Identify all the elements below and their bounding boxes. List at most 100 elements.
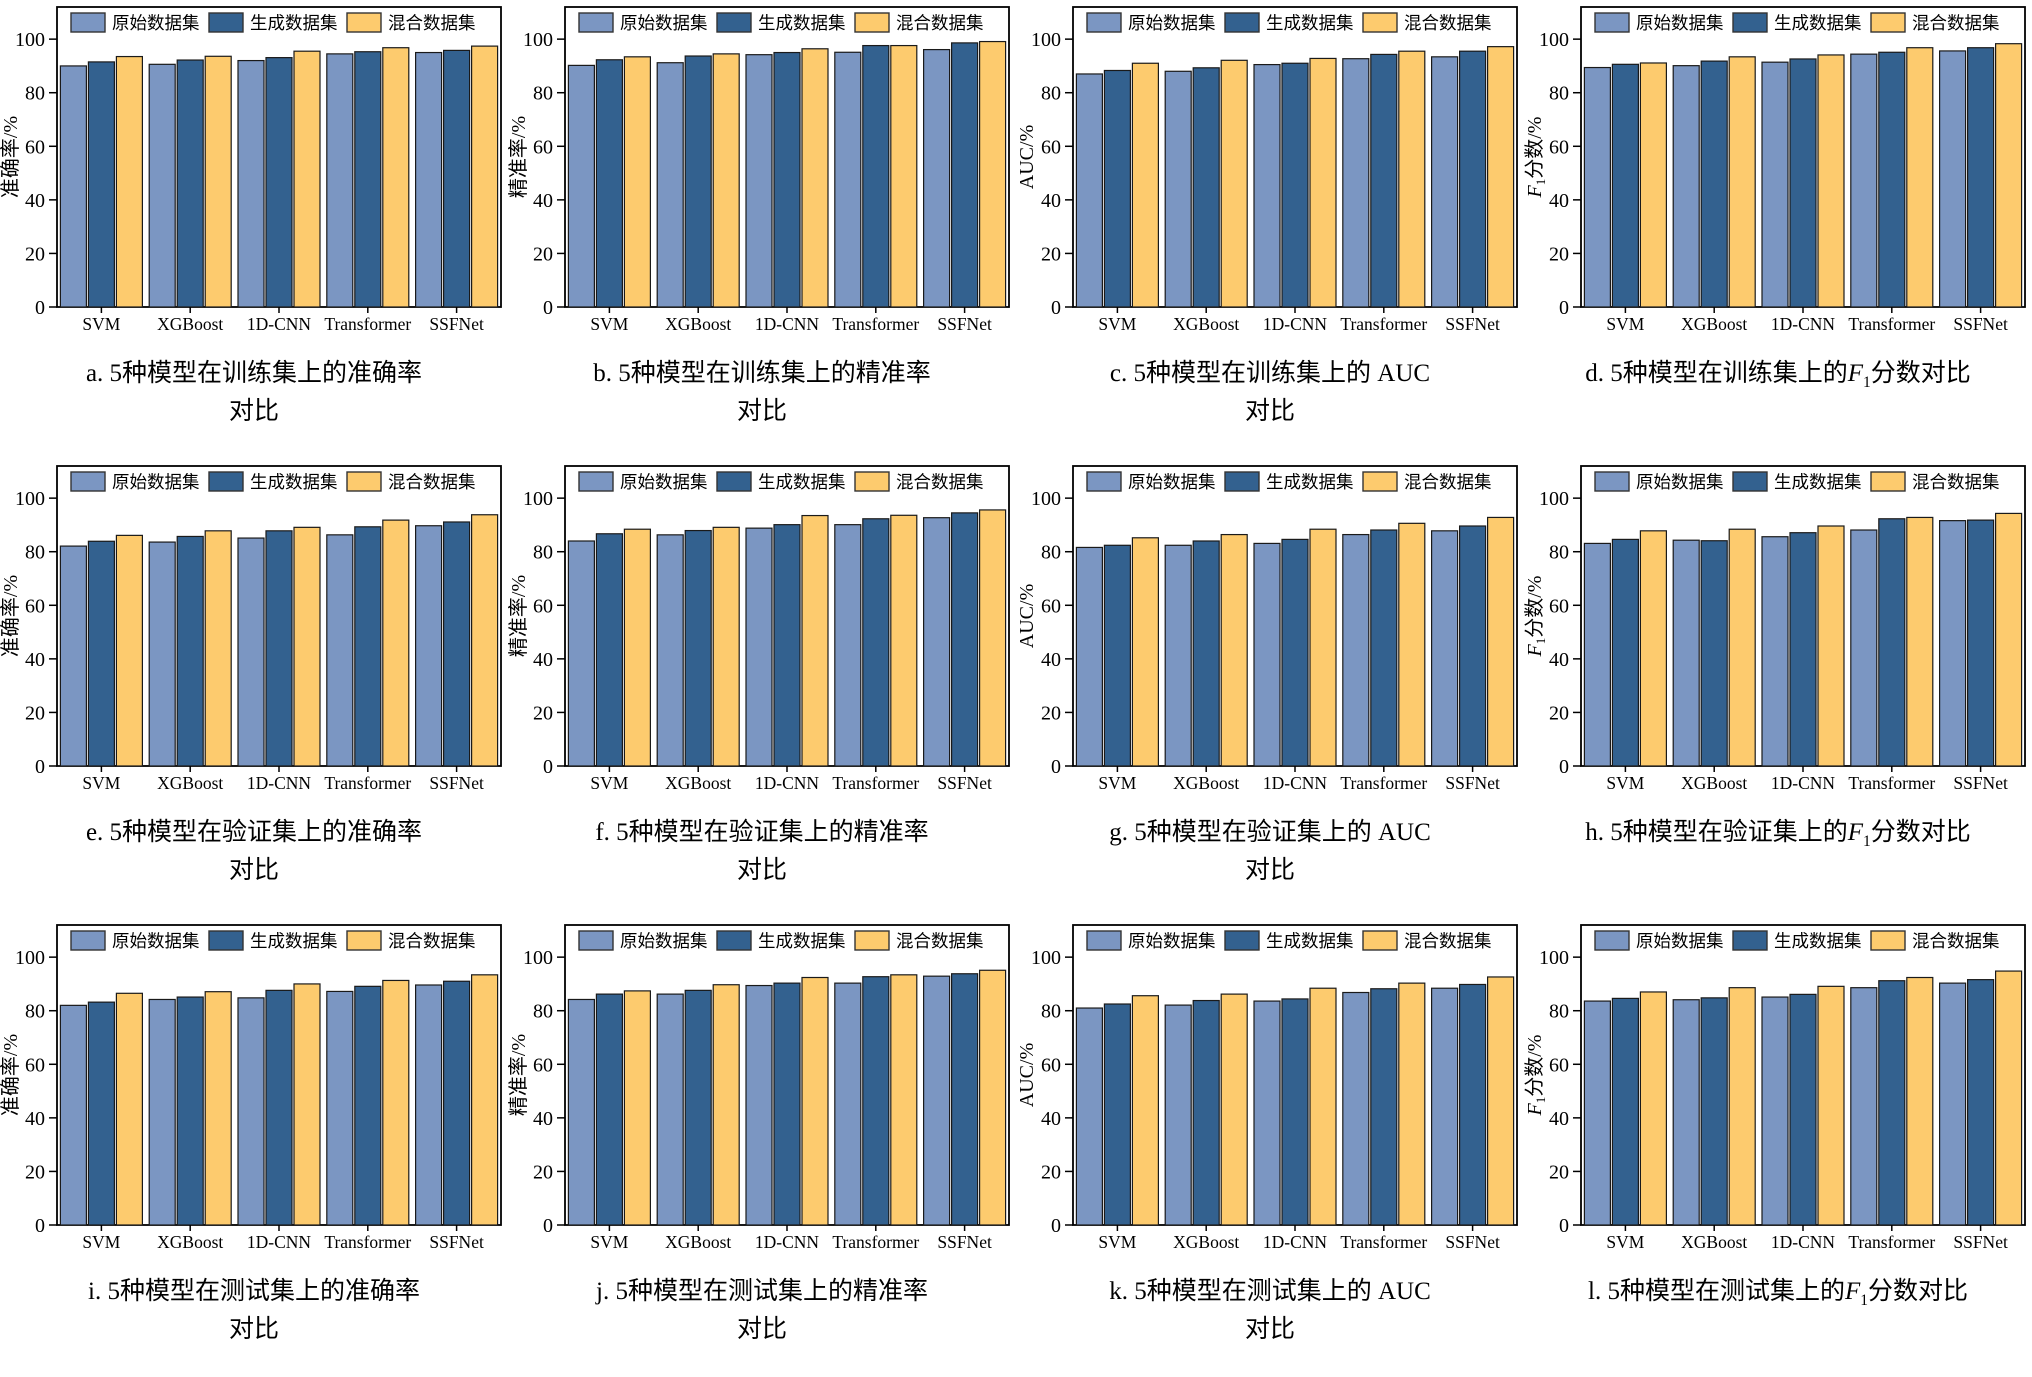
x-tick-label-SSFNet: SSFNet: [429, 314, 484, 334]
legend-swatch-混合数据集: [346, 471, 382, 492]
bar-XGBoost-生成数据集: [1192, 67, 1220, 308]
bar-1D-CNN-混合数据集: [1309, 987, 1337, 1226]
x-tick-label-SVM: SVM: [1606, 314, 1644, 334]
bar-chart-i: 0 20 40 60 80 100 准确率/% SVM XGBoost 1D-CNN Transfo…: [0, 924, 502, 1252]
y-tick-label: 20: [533, 702, 553, 724]
bar-Transformer-混合数据集: [890, 44, 918, 308]
caption-line1: e. 5种模型在验证集上的准确率: [85, 819, 423, 846]
y-tick-label: 60: [25, 1054, 45, 1076]
bar-Transformer-混合数据集: [890, 514, 918, 767]
legend-label: 混合数据集: [1404, 13, 1492, 33]
y-tick-label: 80: [1549, 1001, 1569, 1023]
chart-cell-d: 0 20 40 60 80 100 F1分数/% SVM XGBoost 1D-CNN Transf…: [1524, 0, 2032, 459]
bar-Transformer-混合数据集: [1906, 516, 1934, 767]
bar-Transformer-生成数据集: [1878, 518, 1906, 767]
x-tick-label-SVM: SVM: [1098, 314, 1136, 334]
y-tick-label: 0: [543, 1215, 553, 1237]
y-tick-label: 80: [1041, 542, 1061, 564]
bar-chart-j: 0 20 40 60 80 100 精准率/% SVM XGBoost 1D-CNN Transfo…: [508, 924, 1010, 1252]
bar-chart-k: 0 20 40 60 80 100 AUC/% SVM XGBoost 1D-CNN Transfo…: [1016, 924, 1518, 1252]
bar-XGBoost-混合数据集: [204, 55, 232, 308]
bar-XGBoost-生成数据集: [684, 55, 712, 308]
bar-XGBoost-生成数据集: [684, 989, 712, 1226]
chart-cell-i: 0 20 40 60 80 100 准确率/% SVM XGBoost 1D-CNN Transfo…: [0, 918, 508, 1377]
legend-swatch-原始数据集: [1594, 12, 1630, 33]
legend-swatch-生成数据集: [208, 471, 244, 492]
bar-XGBoost-原始数据集: [656, 993, 684, 1226]
bar-SVM-混合数据集: [115, 55, 144, 308]
legend-swatch-生成数据集: [208, 930, 244, 951]
bar-SVM-混合数据集: [1639, 62, 1668, 308]
bar-SVM-原始数据集: [59, 65, 88, 308]
x-tick-label-1D-CNN: 1D-CNN: [1771, 314, 1836, 334]
y-tick-label: 0: [1559, 756, 1569, 778]
bar-XGBoost-生成数据集: [684, 529, 712, 767]
bar-XGBoost-混合数据集: [204, 991, 232, 1226]
bar-Transformer-生成数据集: [1370, 53, 1398, 308]
x-tick-label-1D-CNN: 1D-CNN: [247, 314, 312, 334]
bar-1D-CNN-生成数据集: [1789, 532, 1817, 767]
bar-Transformer-混合数据集: [382, 519, 410, 767]
y-tick-label: 60: [533, 1054, 553, 1076]
chart-cell-f: 0 20 40 60 80 100 精准率/% SVM XGBoost 1D-CNN Transfo…: [508, 459, 1016, 918]
chart-cell-k: 0 20 40 60 80 100 AUC/% SVM XGBoost 1D-CNN Transfo…: [1016, 918, 1524, 1377]
y-tick-label: 100: [15, 947, 45, 969]
caption-line1: f. 5种模型在验证集上的精准率: [595, 819, 929, 846]
caption-line2: 对比: [1244, 1315, 1295, 1343]
caption-i: i. 5种模型在测试集上的准确率 对比: [0, 1263, 508, 1348]
legend-swatch-混合数据集: [1870, 471, 1906, 492]
y-tick-label: 40: [25, 1108, 45, 1130]
legend-swatch-生成数据集: [1732, 930, 1768, 951]
bar-Transformer-生成数据集: [1878, 51, 1906, 308]
caption-j: j. 5种模型在测试集上的精准率 对比: [508, 1263, 1016, 1348]
bar-Transformer-生成数据集: [354, 526, 382, 767]
bar-SSFNet-原始数据集: [1431, 56, 1459, 308]
y-tick-label: 80: [25, 1001, 45, 1023]
y-tick-label: 20: [1041, 243, 1061, 265]
bar-SSFNet-生成数据集: [951, 973, 979, 1226]
x-tick-label-Transformer: Transformer: [832, 1232, 919, 1252]
y-tick-label: 0: [35, 1215, 45, 1237]
bar-SVM-生成数据集: [1103, 69, 1132, 308]
bar-1D-CNN-混合数据集: [801, 514, 829, 767]
bar-SSFNet-生成数据集: [951, 512, 979, 767]
bar-SSFNet-生成数据集: [1967, 979, 1995, 1226]
legend-label: 混合数据集: [896, 13, 984, 33]
bar-SVM-原始数据集: [1075, 546, 1104, 767]
x-tick-label-XGBoost: XGBoost: [1173, 314, 1239, 334]
caption-line1: c. 5种模型在训练集上的 AUC: [1109, 360, 1431, 387]
bar-1D-CNN-生成数据集: [265, 989, 293, 1226]
bar-SVM-生成数据集: [1611, 538, 1640, 767]
legend-label: 混合数据集: [1404, 472, 1492, 492]
y-tick-label: 20: [533, 1161, 553, 1183]
bar-Transformer-生成数据集: [354, 985, 382, 1226]
legend-swatch-原始数据集: [70, 471, 106, 492]
y-tick-label: 80: [533, 1001, 553, 1023]
bar-Transformer-生成数据集: [1878, 980, 1906, 1226]
chart-cell-b: 0 20 40 60 80 100 精准率/% SVM XGBoost 1D-CNN Transfo…: [508, 0, 1016, 459]
x-tick-label-SVM: SVM: [590, 773, 628, 793]
y-tick-label: 80: [1041, 83, 1061, 105]
bar-XGBoost-混合数据集: [1728, 987, 1756, 1226]
legend-swatch-混合数据集: [346, 930, 382, 951]
bar-SVM-原始数据集: [59, 1004, 88, 1226]
bar-SSFNet-混合数据集: [979, 509, 1007, 767]
bar-1D-CNN-混合数据集: [801, 976, 829, 1226]
bar-SSFNet-原始数据集: [923, 48, 951, 308]
bar-chart-b: 0 20 40 60 80 100 精准率/% SVM XGBoost 1D-CNN Transfo…: [508, 6, 1010, 334]
bar-1D-CNN-混合数据集: [801, 48, 829, 308]
y-tick-label: 80: [533, 83, 553, 105]
caption-line2: 对比: [228, 397, 279, 425]
legend-label: 生成数据集: [1774, 13, 1862, 33]
x-tick-label-1D-CNN: 1D-CNN: [247, 1232, 312, 1252]
bar-Transformer-原始数据集: [326, 534, 354, 767]
bar-Transformer-混合数据集: [1398, 982, 1426, 1226]
caption-f: f. 5种模型在验证集上的精准率 对比: [508, 804, 1016, 889]
legend-label: 原始数据集: [1636, 472, 1724, 492]
legend-swatch-生成数据集: [716, 12, 752, 33]
bar-SVM-生成数据集: [1611, 63, 1640, 308]
caption-line2: 对比: [736, 1315, 787, 1343]
chart-cell-c: 0 20 40 60 80 100 AUC/% SVM XGBoost 1D-CNN Transfo…: [1016, 0, 1524, 459]
bar-XGBoost-混合数据集: [712, 526, 740, 767]
bar-SSFNet-混合数据集: [979, 969, 1007, 1226]
